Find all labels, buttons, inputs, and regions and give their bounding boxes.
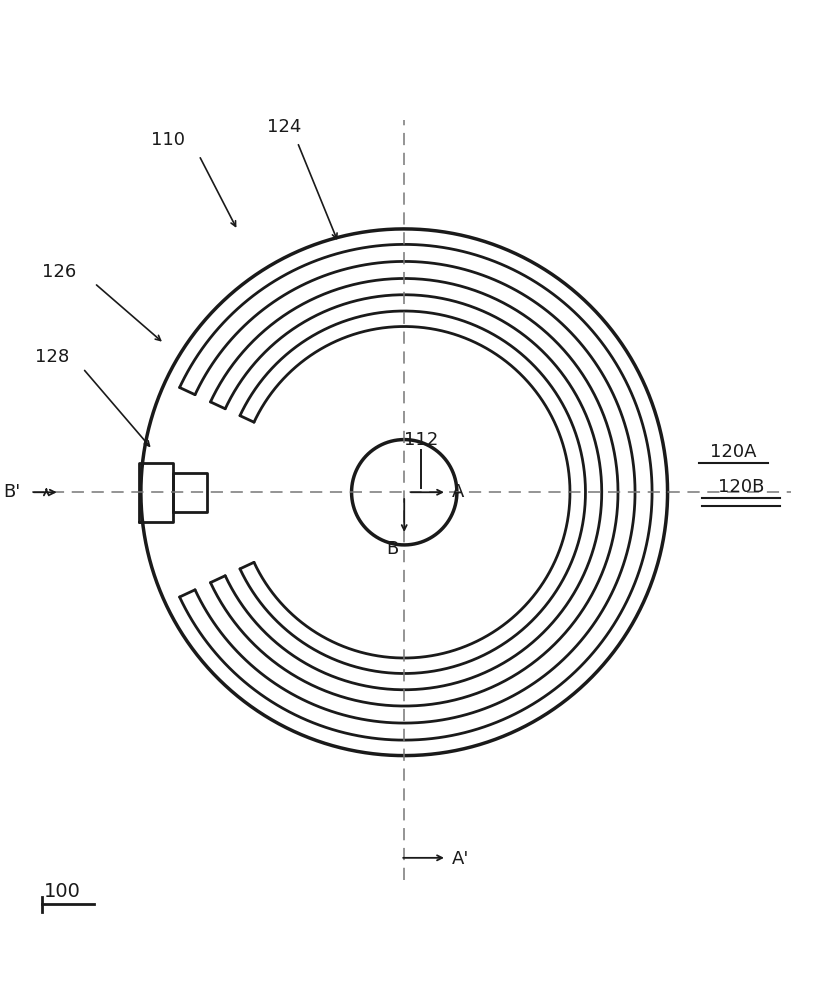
Text: 112: 112 xyxy=(404,431,438,449)
Text: 100: 100 xyxy=(44,882,81,901)
Text: A': A' xyxy=(452,850,470,868)
Text: B': B' xyxy=(3,483,21,501)
Text: 124: 124 xyxy=(267,118,302,136)
Text: 120B: 120B xyxy=(718,478,765,496)
Text: B: B xyxy=(386,540,398,558)
Text: A: A xyxy=(452,483,465,501)
Text: 110: 110 xyxy=(151,131,185,149)
Text: 120A: 120A xyxy=(711,443,756,461)
Text: 128: 128 xyxy=(35,348,69,366)
Text: 126: 126 xyxy=(42,263,77,281)
